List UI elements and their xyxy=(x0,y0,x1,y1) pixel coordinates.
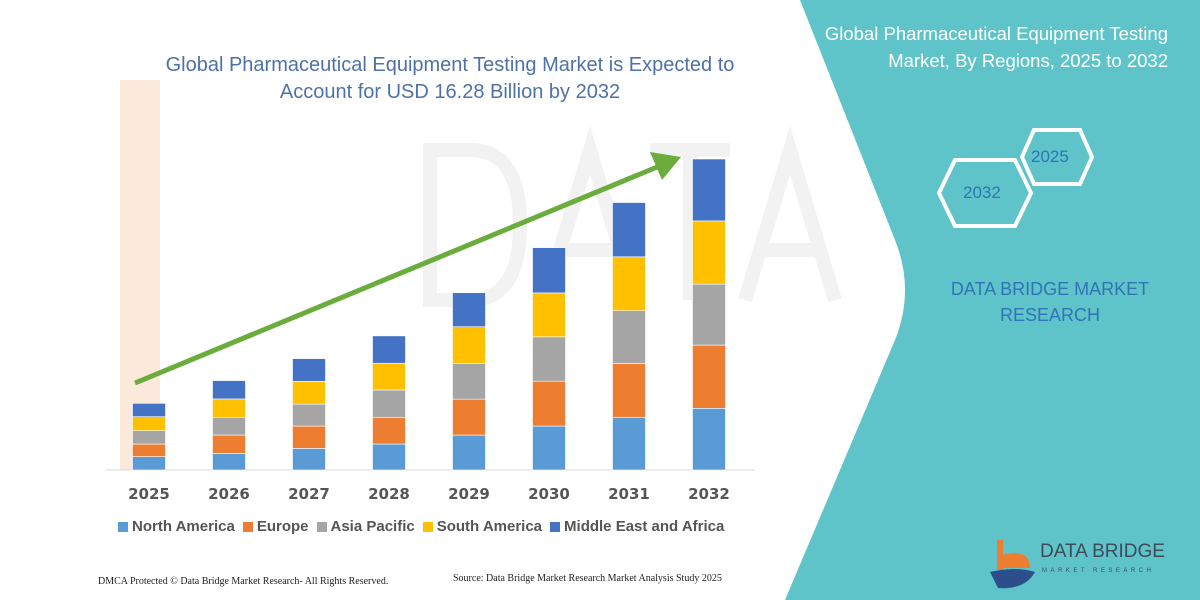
bar-segment-2030-middle-east-and-africa xyxy=(532,247,566,294)
bar-segment-2028-north-america xyxy=(372,443,406,471)
legend-swatch xyxy=(422,521,433,532)
legend-swatch xyxy=(242,521,253,532)
logo-text: DATA BRIDGE xyxy=(1040,541,1165,562)
bar-segment-2027-middle-east-and-africa xyxy=(292,358,326,382)
brand-text: DATA BRIDGE MARKET RESEARCH xyxy=(950,279,1150,325)
bar-segment-2030-south-america xyxy=(532,292,566,338)
legend-item-south-america: South America xyxy=(422,518,543,535)
source-note: Source: Data Bridge Market Research Mark… xyxy=(453,573,722,584)
legend-item-middle-east-africa: Middle East and Africa xyxy=(550,518,724,535)
bar-segment-2027-europe xyxy=(292,425,326,449)
bar-segment-2029-europe xyxy=(452,398,486,436)
x-tick-label: 2031 xyxy=(608,485,650,503)
bar-segment-2032-europe xyxy=(692,344,726,409)
legend-label: Middle East and Africa xyxy=(564,518,725,535)
bar-segment-2031-south-america xyxy=(612,256,646,311)
bar-segment-2029-south-america xyxy=(452,326,486,364)
bar-segment-2025-europe xyxy=(132,443,166,457)
copyright-note: DMCA Protected © Data Bridge Market Rese… xyxy=(98,576,389,587)
x-tick-label: 2032 xyxy=(688,485,730,503)
legend-item-north-america: North America xyxy=(118,518,235,535)
side-panel-title: Global Pharmaceutical Equipment Testing … xyxy=(824,23,1168,71)
bar-segment-2032-middle-east-and-africa xyxy=(692,158,726,222)
bar-segment-2031-north-america xyxy=(612,416,646,471)
x-tick-label: 2028 xyxy=(368,485,410,503)
hex-label-end: 2032 xyxy=(963,183,1001,202)
logo-subtext: MARKET RESEARCH xyxy=(1042,568,1155,574)
legend: North America Europe Asia Pacific South … xyxy=(118,518,724,535)
bar-segment-2032-asia-pacific xyxy=(692,283,726,346)
bar-segment-2026-europe xyxy=(212,434,246,454)
bar-segment-2029-asia-pacific xyxy=(452,363,486,400)
bar-segment-2028-south-america xyxy=(372,362,406,391)
bar-segment-2025-south-america xyxy=(132,416,166,431)
bar-segment-2025-north-america xyxy=(132,456,166,471)
bar-segment-2032-north-america xyxy=(692,407,726,471)
legend-label: North America xyxy=(132,518,235,535)
legend-swatch xyxy=(550,521,561,532)
trend-arrow xyxy=(134,152,681,386)
hex-label-start: 2025 xyxy=(1031,147,1069,166)
bar-segment-2025-middle-east-and-africa xyxy=(132,403,166,418)
bar-segment-2031-europe xyxy=(612,363,646,418)
bar-segment-2026-asia-pacific xyxy=(212,416,246,436)
legend-label: Europe xyxy=(256,518,309,535)
bar-segment-2025-asia-pacific xyxy=(132,430,166,445)
x-tick-label: 2027 xyxy=(288,485,330,503)
bar-segment-2027-asia-pacific xyxy=(292,403,326,427)
logo-icon xyxy=(990,540,1035,589)
legend-label: South America xyxy=(436,518,543,535)
x-tick-label: 2029 xyxy=(448,485,490,503)
legend-label: Asia Pacific xyxy=(330,518,415,535)
teal-panel-shape xyxy=(785,0,1200,600)
bar-segment-2030-asia-pacific xyxy=(532,336,566,382)
chart-title: Global Pharmaceutical Equipment Testing … xyxy=(165,54,735,103)
bar-segment-2027-south-america xyxy=(292,381,326,405)
hexagon-2025 xyxy=(1019,128,1095,186)
bar-segment-2030-north-america xyxy=(532,425,566,471)
bar-segment-2028-asia-pacific xyxy=(372,389,406,418)
hexagon-2032 xyxy=(936,158,1034,228)
bar-segment-2032-south-america xyxy=(692,220,726,285)
legend-item-asia-pacific: Asia Pacific xyxy=(316,518,415,535)
bar-segment-2030-europe xyxy=(532,380,566,427)
bar-segment-2031-asia-pacific xyxy=(612,310,646,364)
bar-segment-2026-south-america xyxy=(212,398,246,418)
bar-segment-2027-north-america xyxy=(292,448,326,471)
bar-segment-2026-middle-east-and-africa xyxy=(212,380,246,400)
bar-segment-2029-middle-east-and-africa xyxy=(452,292,486,328)
bar-segment-2028-europe xyxy=(372,416,406,445)
bar-segment-2026-north-america xyxy=(212,453,246,471)
bar-segment-2028-middle-east-and-africa xyxy=(372,335,406,364)
legend-item-europe: Europe xyxy=(242,518,309,535)
x-tick-label: 2025 xyxy=(128,485,170,503)
bar-segment-2029-north-america xyxy=(452,434,486,471)
x-tick-label: 2030 xyxy=(528,485,570,503)
x-tick-label: 2026 xyxy=(208,485,250,503)
legend-swatch xyxy=(118,521,128,532)
legend-swatch xyxy=(316,521,327,532)
bar-segment-2031-middle-east-and-africa xyxy=(612,202,646,258)
